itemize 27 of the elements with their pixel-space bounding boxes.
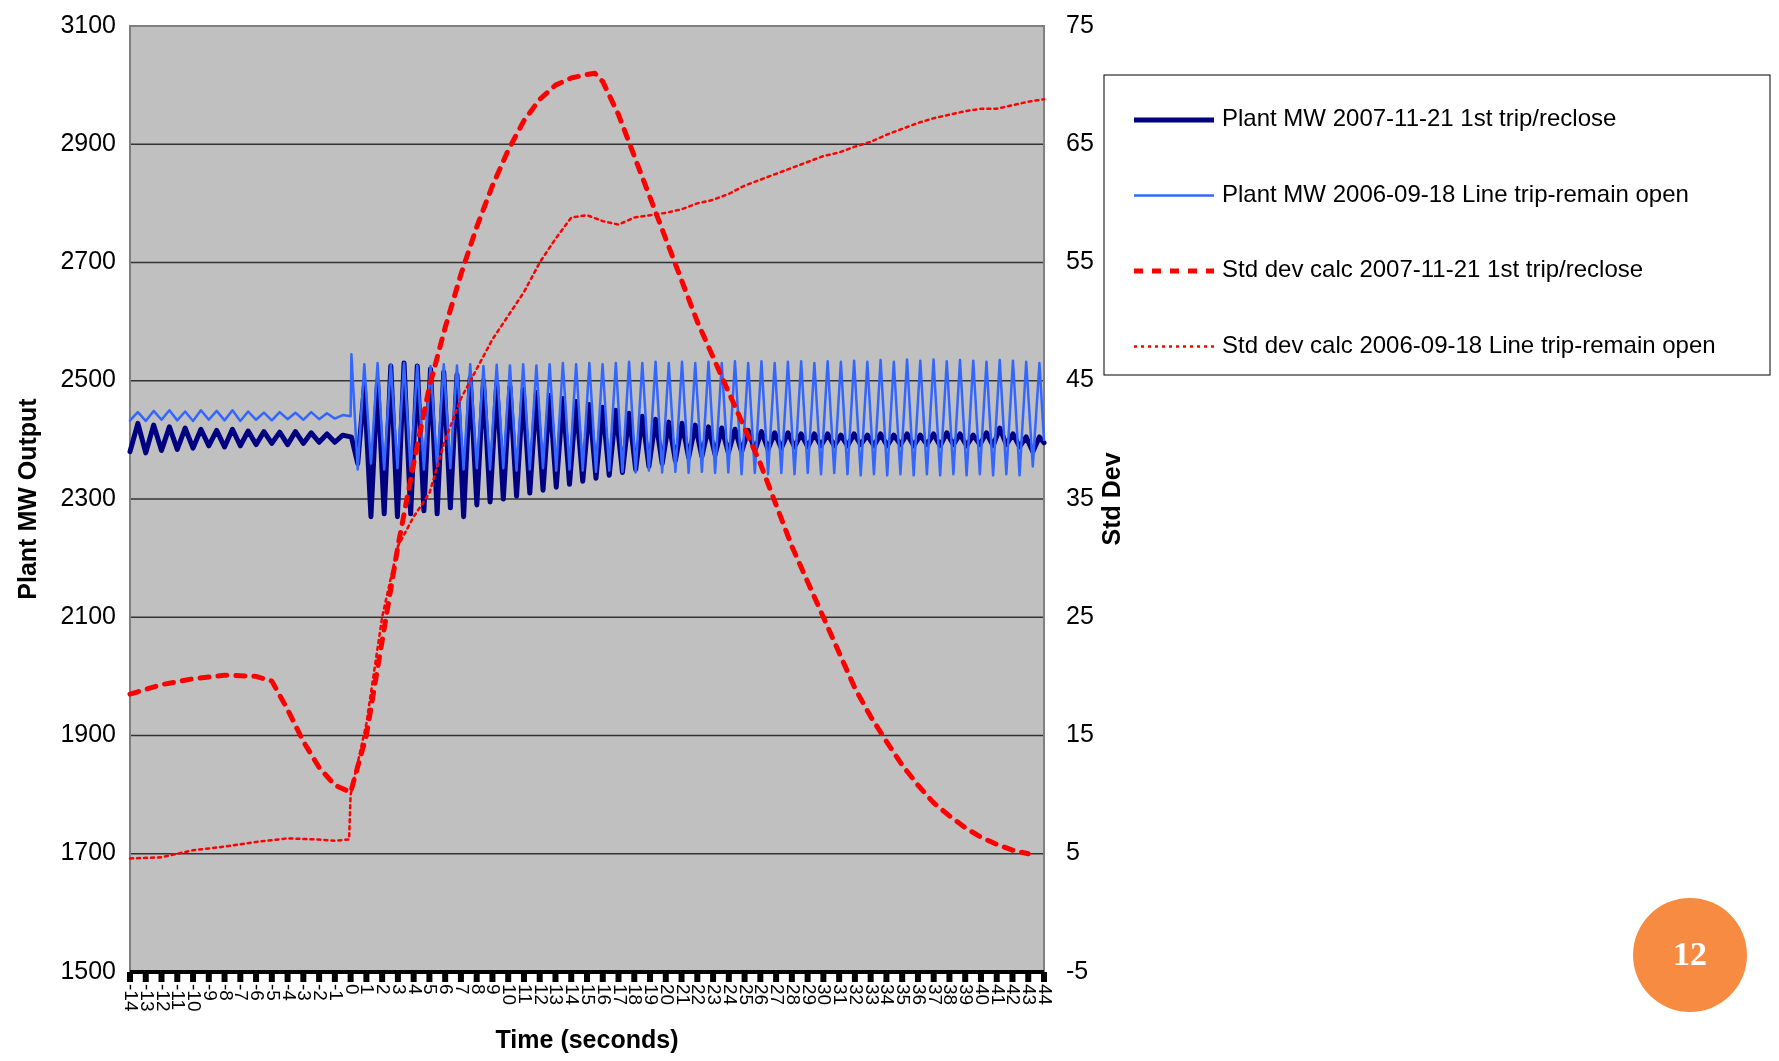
y-tick-label: 2500 [60,364,116,393]
x-axis-title: Time (seconds) [495,1025,679,1053]
y-axis-title: Plant MW Output [13,397,41,600]
y2-axis-title: Std Dev [1097,452,1125,546]
text: 12 [1673,934,1707,972]
y-tick-label: 1900 [60,719,116,748]
legend-label: Plant MW 2007-11-21 1st trip/reclose [1222,104,1617,132]
y-tick-label: 3100 [60,9,116,38]
line-series [128,352,1046,477]
y2-tick-label: 45 [1066,364,1094,393]
y-tick-label: 1700 [60,837,116,866]
y2-tick-label: 25 [1066,600,1094,629]
legend-label: Std dev calc 2007-11-21 1st trip/reclose [1222,255,1644,283]
y2-tick-label: 35 [1066,482,1094,511]
y2-tick-label: 75 [1066,9,1094,38]
y-tick-label: 2700 [60,246,116,275]
y-tick-label: 2300 [60,482,116,511]
y-tick-label: 1500 [60,955,116,984]
y2-tick-label: 55 [1066,246,1094,275]
y2-tick-label: 65 [1066,127,1094,156]
y2-tick-label: 5 [1066,837,1080,866]
y-tick-label: 2900 [60,127,116,156]
y-tick-label: 2100 [60,600,116,629]
legend-label: Std dev calc 2006-09-18 Line trip-remain open [1222,330,1716,358]
y2-tick-label: 15 [1066,719,1094,748]
legend-label: Plant MW 2006-09-18 Line trip-remain open [1222,179,1689,207]
x-tick-label: -14 [120,984,142,1012]
